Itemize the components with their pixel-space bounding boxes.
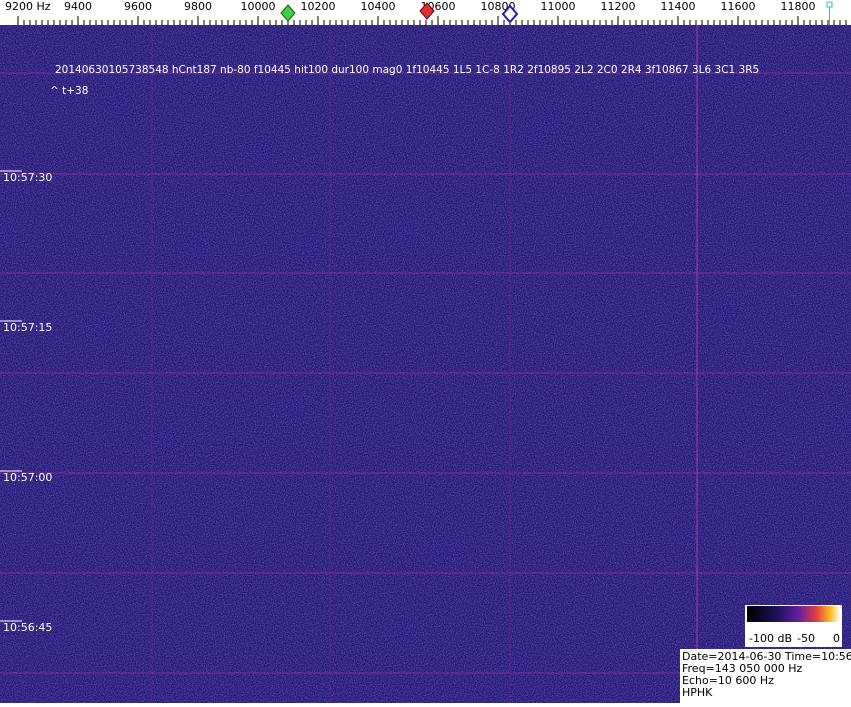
time-label: 10:57:15	[3, 321, 52, 334]
marker-green[interactable]	[280, 4, 296, 22]
time-label: 10:57:00	[3, 471, 52, 484]
freq-tick-label: 11000	[541, 0, 576, 13]
detection-annotation: 20140630105738548 hCnt187 nb-80 f10445 h…	[55, 64, 759, 76]
freq-tick-label: 9600	[124, 0, 152, 13]
freq-tick-label: 10200	[301, 0, 336, 13]
info-line: HPHK	[682, 686, 713, 699]
info-line: Date=2014-06-30 Time=10:56 UTC	[682, 650, 851, 663]
marker-blue[interactable]	[501, 4, 519, 24]
info-line: Echo=10 600 Hz	[682, 674, 774, 687]
freq-tick-label: 11800	[781, 0, 816, 13]
color-bar	[747, 606, 840, 622]
freq-tick-label: 11400	[661, 0, 696, 13]
info-line: Freq=143 050 000 Hz	[682, 662, 803, 675]
freq-tick-label: 10000	[241, 0, 276, 13]
time-label: 10:57:30	[3, 171, 52, 184]
info-box	[680, 649, 851, 703]
color-bar-label: -100 dB	[749, 632, 792, 645]
marker-red[interactable]	[419, 2, 435, 20]
time-label: 10:56:45	[3, 621, 52, 634]
waterfall-noise	[0, 25, 851, 703]
freq-tick-label: 11200	[601, 0, 636, 13]
color-bar-label: -50	[797, 632, 815, 645]
freq-tick-label: 9800	[184, 0, 212, 13]
freq-tick-label: 11600	[721, 0, 756, 13]
freq-tick-label: 9400	[64, 0, 92, 13]
detection-offset: ^ t+38	[50, 85, 88, 97]
color-bar-label: 0	[833, 632, 840, 645]
freq-unit-label: 9200 Hz	[5, 0, 51, 13]
freq-tick-label: 10400	[361, 0, 396, 13]
